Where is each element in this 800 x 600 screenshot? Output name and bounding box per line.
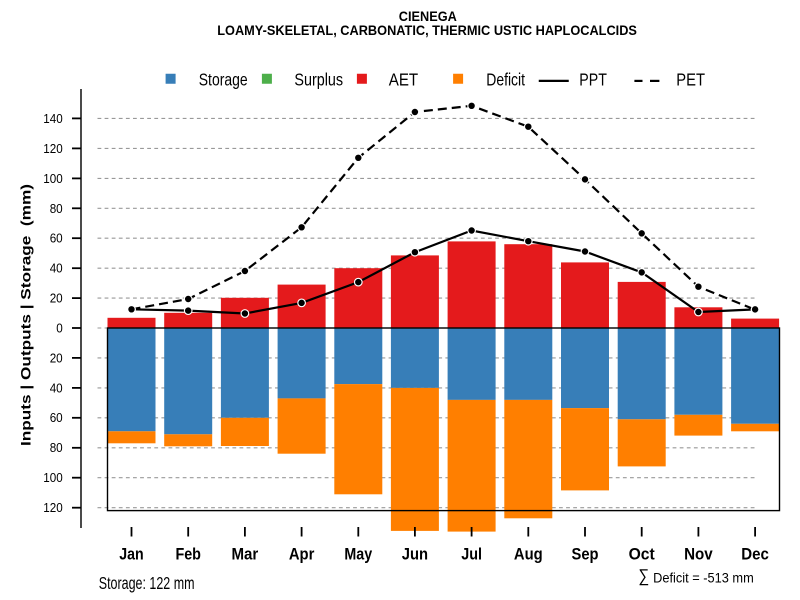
svg-text:60: 60 <box>50 410 63 425</box>
svg-text:PPT: PPT <box>579 70 607 90</box>
svg-text:AET: AET <box>389 70 419 90</box>
svg-text:40: 40 <box>50 261 63 276</box>
svg-text:Jan: Jan <box>119 546 143 564</box>
svg-text:∑: ∑ <box>638 565 649 585</box>
svg-text:Deficit = -513 mm: Deficit = -513 mm <box>653 569 754 585</box>
svg-text:20: 20 <box>50 291 63 306</box>
svg-text:Dec: Dec <box>741 546 769 564</box>
svg-text:80: 80 <box>50 440 63 455</box>
svg-text:120: 120 <box>43 141 62 156</box>
svg-text:140: 140 <box>43 111 62 126</box>
svg-text:20: 20 <box>50 350 63 365</box>
svg-text:Feb: Feb <box>175 546 201 564</box>
svg-text:Inputs | Outputs | Storage (m: Inputs | Outputs | Storage (mm) <box>19 184 34 446</box>
svg-text:40: 40 <box>50 380 63 395</box>
svg-text:PET: PET <box>676 70 705 90</box>
svg-text:Aug: Aug <box>514 546 543 564</box>
svg-text:LOAMY-SKELETAL, CARBONATIC, TH: LOAMY-SKELETAL, CARBONATIC, THERMIC USTI… <box>217 23 637 38</box>
svg-text:Oct: Oct <box>629 546 656 564</box>
svg-text:Jun: Jun <box>402 546 428 564</box>
svg-text:100: 100 <box>43 470 62 485</box>
svg-text:60: 60 <box>50 231 63 246</box>
svg-text:CIENEGA: CIENEGA <box>399 9 457 24</box>
svg-text:100: 100 <box>43 171 62 186</box>
svg-text:Deficit: Deficit <box>486 70 525 90</box>
svg-text:Storage: 122 mm: Storage: 122 mm <box>99 573 195 593</box>
svg-text:120: 120 <box>43 500 62 515</box>
svg-text:Apr: Apr <box>289 546 315 564</box>
svg-text:Sep: Sep <box>572 546 599 564</box>
svg-text:0: 0 <box>56 320 63 335</box>
svg-text:Jul: Jul <box>461 546 482 564</box>
svg-text:Nov: Nov <box>684 546 713 564</box>
svg-text:Mar: Mar <box>232 546 259 564</box>
svg-text:May: May <box>344 546 372 564</box>
svg-text:Storage: Storage <box>199 70 248 90</box>
svg-text:Surplus: Surplus <box>294 70 343 90</box>
svg-text:80: 80 <box>50 201 63 216</box>
